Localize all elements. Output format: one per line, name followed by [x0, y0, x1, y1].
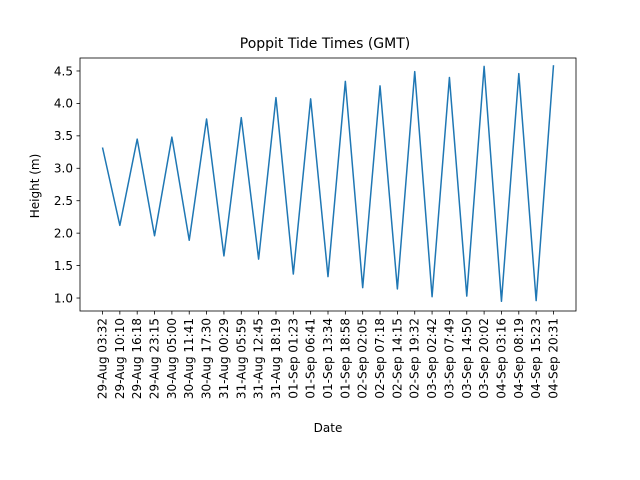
x-tick-label: 31-Aug 12:45 [252, 318, 266, 399]
y-tick-label: 1.5 [54, 259, 73, 273]
plot-area [102, 65, 554, 302]
y-tick-label: 2.5 [54, 194, 73, 208]
x-tick-label: 03-Sep 07:49 [442, 318, 456, 399]
x-tick-label: 02-Sep 19:32 [408, 318, 422, 399]
y-axis-label: Height (m) [28, 154, 42, 219]
series-line [101, 65, 555, 303]
x-tick-label: 01-Sep 18:58 [338, 318, 352, 399]
y-tick-label: 3.0 [54, 162, 73, 176]
x-tick-label: 04-Sep 08:19 [512, 318, 526, 399]
x-tick-label: 04-Sep 15:23 [529, 318, 543, 399]
x-tick-label: 01-Sep 06:41 [304, 318, 318, 399]
x-tick-label: 30-Aug 05:00 [165, 318, 179, 399]
x-tick-label: 30-Aug 11:41 [182, 318, 196, 399]
y-tick-label: 3.5 [54, 129, 73, 143]
x-tick-label: 04-Sep 20:31 [547, 318, 561, 399]
x-tick-label: 29-Aug 10:10 [113, 318, 127, 399]
x-tick-label: 03-Sep 14:50 [460, 318, 474, 399]
x-tick-label: 29-Aug 16:18 [130, 318, 144, 399]
y-tick-label: 2.0 [54, 226, 73, 240]
x-axis-label: Date [314, 421, 343, 435]
x-tick-label: 31-Aug 18:19 [269, 318, 283, 399]
y-tick-label: 4.5 [54, 64, 73, 78]
y-axis: 1.0 1.5 2.0 2.5 3.0 3.5 4.0 4.5 [54, 64, 80, 305]
x-tick-label: 30-Aug 17:30 [200, 318, 214, 399]
x-tick-label: 04-Sep 03:16 [494, 318, 508, 399]
y-tick-label: 4.0 [54, 97, 73, 111]
x-tick-label: 29-Aug 03:32 [96, 318, 110, 399]
x-tick-label: 02-Sep 02:05 [356, 318, 370, 399]
x-tick-label: 03-Sep 02:42 [425, 318, 439, 399]
x-axis: 29-Aug 03:32 29-Aug 10:10 29-Aug 16:18 29-A… [96, 311, 561, 399]
x-tick-label: 02-Sep 14:15 [390, 318, 404, 399]
x-tick-label: 01-Sep 13:34 [321, 318, 335, 399]
x-tick-label: 01-Sep 01:23 [286, 318, 300, 399]
chart-title: Poppit Tide Times (GMT) [240, 36, 410, 52]
x-tick-label: 31-Aug 05:59 [234, 318, 248, 399]
x-tick-label: 03-Sep 20:02 [477, 318, 491, 399]
x-tick-label: 29-Aug 23:15 [148, 318, 162, 399]
x-tick-label: 31-Aug 00:29 [217, 318, 231, 399]
x-tick-label: 02-Sep 07:18 [373, 318, 387, 399]
y-tick-label: 1.0 [54, 291, 73, 305]
plot-frame [79, 57, 577, 312]
